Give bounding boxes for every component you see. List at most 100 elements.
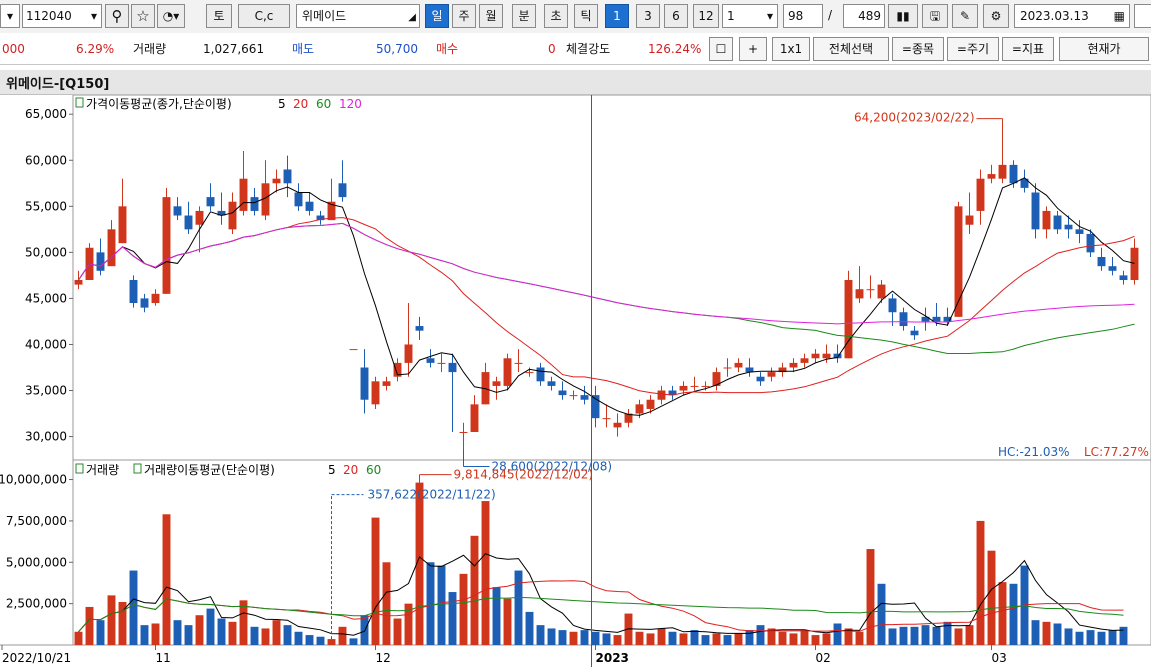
volume-bar bbox=[1109, 630, 1117, 645]
num-3-button[interactable]: 3 bbox=[636, 4, 660, 28]
current-price-button[interactable]: 현재가 bbox=[1059, 37, 1149, 61]
price-legend-label: 가격이동평균(종가,단순이평) bbox=[86, 97, 232, 111]
candle-body bbox=[1098, 257, 1106, 266]
toolbar: ▾ 112040 ▾ ⚲ ☆ ◔▾ 토 C,c 위메이드 ◢ 일 주 월 분 초 틱… bbox=[0, 0, 1151, 33]
volume-bar bbox=[1087, 630, 1095, 645]
candle-body bbox=[383, 381, 391, 386]
volume-bar bbox=[889, 628, 897, 645]
sell-value: 50,700 bbox=[376, 40, 418, 58]
stock-sync-button[interactable]: =종목 bbox=[892, 37, 944, 61]
volume-bar bbox=[317, 637, 325, 645]
candle-body bbox=[933, 317, 941, 322]
unit-select[interactable]: 1 ▾ bbox=[722, 4, 778, 28]
volume-value: 1,027,661 bbox=[203, 40, 264, 58]
volume-bar bbox=[867, 549, 875, 645]
x-tick-label: 11 bbox=[156, 651, 171, 665]
candle-body bbox=[1032, 193, 1040, 230]
tab-period-2[interactable]: 월 bbox=[479, 4, 503, 28]
volume-bar bbox=[647, 633, 655, 645]
price-tick-label: 45,000 bbox=[25, 291, 67, 305]
volume-bar bbox=[515, 571, 523, 645]
candle-body bbox=[196, 211, 204, 225]
tab-period-4[interactable]: 초 bbox=[544, 4, 568, 28]
volume-bar bbox=[229, 622, 237, 645]
volume-bar bbox=[911, 627, 919, 645]
volume-bar bbox=[878, 584, 886, 645]
checkbox[interactable] bbox=[1134, 4, 1151, 28]
chevron-down-icon: ▾ bbox=[91, 5, 97, 27]
volume-bar bbox=[471, 536, 479, 645]
candle-body bbox=[702, 386, 710, 387]
ma5-line bbox=[79, 178, 1135, 416]
volume-bar bbox=[614, 635, 622, 645]
candle-body bbox=[911, 331, 919, 336]
candle-body bbox=[438, 363, 446, 364]
candle-body bbox=[867, 289, 875, 290]
x-tick-label: 02 bbox=[816, 651, 831, 665]
bell-icon[interactable]: ◔▾ bbox=[157, 4, 185, 28]
candle-body bbox=[559, 391, 567, 396]
volume-bar bbox=[427, 562, 435, 645]
cc-button[interactable]: C,c bbox=[238, 4, 290, 28]
count-input[interactable]: 98 bbox=[783, 4, 823, 28]
layout-1x1-button[interactable]: 1x1 bbox=[772, 37, 810, 61]
num-6-button[interactable]: 6 bbox=[664, 4, 688, 28]
square-icon[interactable]: ☐ bbox=[709, 37, 733, 61]
star-icon[interactable]: ☆ bbox=[131, 4, 155, 28]
candle-body bbox=[350, 349, 358, 350]
to-button[interactable]: 토 bbox=[206, 4, 232, 28]
save-icon[interactable]: 🖫 bbox=[922, 4, 948, 28]
candle-type-icon[interactable]: ▮▮ bbox=[888, 4, 918, 28]
chart-title-bar: 위메이드-[Q150] bbox=[0, 70, 1151, 95]
volume-bar bbox=[559, 630, 567, 645]
volume-bar bbox=[1065, 628, 1073, 645]
volume-bar bbox=[372, 518, 380, 645]
stock-name-field[interactable]: 위메이드 ◢ bbox=[296, 4, 420, 28]
candle-body bbox=[999, 165, 1007, 179]
candle-body bbox=[966, 216, 974, 225]
price-tick-label: 65,000 bbox=[25, 107, 67, 121]
candle-body bbox=[273, 179, 281, 184]
search-icon[interactable]: ⚲ bbox=[105, 4, 129, 28]
strength-value: 126.24% bbox=[648, 40, 701, 58]
candle-body bbox=[471, 404, 479, 432]
x-tick-label: 12 bbox=[376, 651, 391, 665]
stock-chart[interactable]: 64,200(2023/02/22) 28,600(2022/12/08) HC:-… bbox=[0, 95, 1151, 667]
num-12-button[interactable]: 12 bbox=[693, 4, 719, 28]
stock-code-field[interactable]: 112040 ▾ bbox=[22, 4, 102, 28]
candle-body bbox=[339, 183, 347, 197]
slash-separator: / bbox=[828, 8, 832, 22]
candle-body bbox=[603, 418, 611, 419]
num-1-button[interactable]: 1 bbox=[605, 4, 629, 28]
date-field[interactable]: 2023.03.13 ▦ bbox=[1014, 4, 1130, 28]
candle-body bbox=[900, 312, 908, 326]
volume-bar bbox=[86, 607, 94, 645]
volume-bar bbox=[394, 619, 402, 645]
vol-min-label: 357,622(2022/11/22) bbox=[368, 488, 496, 502]
tab-period-5[interactable]: 틱 bbox=[574, 4, 598, 28]
period-sync-button[interactable]: =주기 bbox=[947, 37, 999, 61]
menu-dropdown[interactable]: ▾ bbox=[0, 4, 20, 28]
price-tick-label: 60,000 bbox=[25, 153, 67, 167]
candle-body bbox=[185, 216, 193, 230]
tab-period-1[interactable]: 주 bbox=[452, 4, 476, 28]
volume-bar bbox=[438, 566, 446, 645]
price-tick-label: 30,000 bbox=[25, 430, 67, 444]
ma60-line bbox=[79, 223, 1135, 353]
chart-title: 위메이드-[Q150] bbox=[6, 73, 109, 92]
candle-body bbox=[1054, 216, 1062, 230]
volume-bar bbox=[999, 582, 1007, 645]
tab-period-3[interactable]: 분 bbox=[512, 4, 536, 28]
plus-button[interactable]: + bbox=[739, 37, 767, 61]
volume-bar bbox=[1076, 632, 1084, 645]
select-all-button[interactable]: 전체선택 bbox=[813, 37, 889, 61]
candle-body bbox=[845, 280, 853, 358]
total-input[interactable]: 489 bbox=[843, 4, 885, 28]
legend-checkbox bbox=[134, 464, 141, 473]
pen-icon[interactable]: ✎ bbox=[952, 4, 978, 28]
tab-period-0[interactable]: 일 bbox=[425, 4, 449, 28]
gear-icon[interactable]: ⚙ bbox=[983, 4, 1009, 28]
volume-bar bbox=[636, 632, 644, 645]
legend-checkbox bbox=[76, 98, 83, 107]
indicator-sync-button[interactable]: =지표 bbox=[1002, 37, 1054, 61]
